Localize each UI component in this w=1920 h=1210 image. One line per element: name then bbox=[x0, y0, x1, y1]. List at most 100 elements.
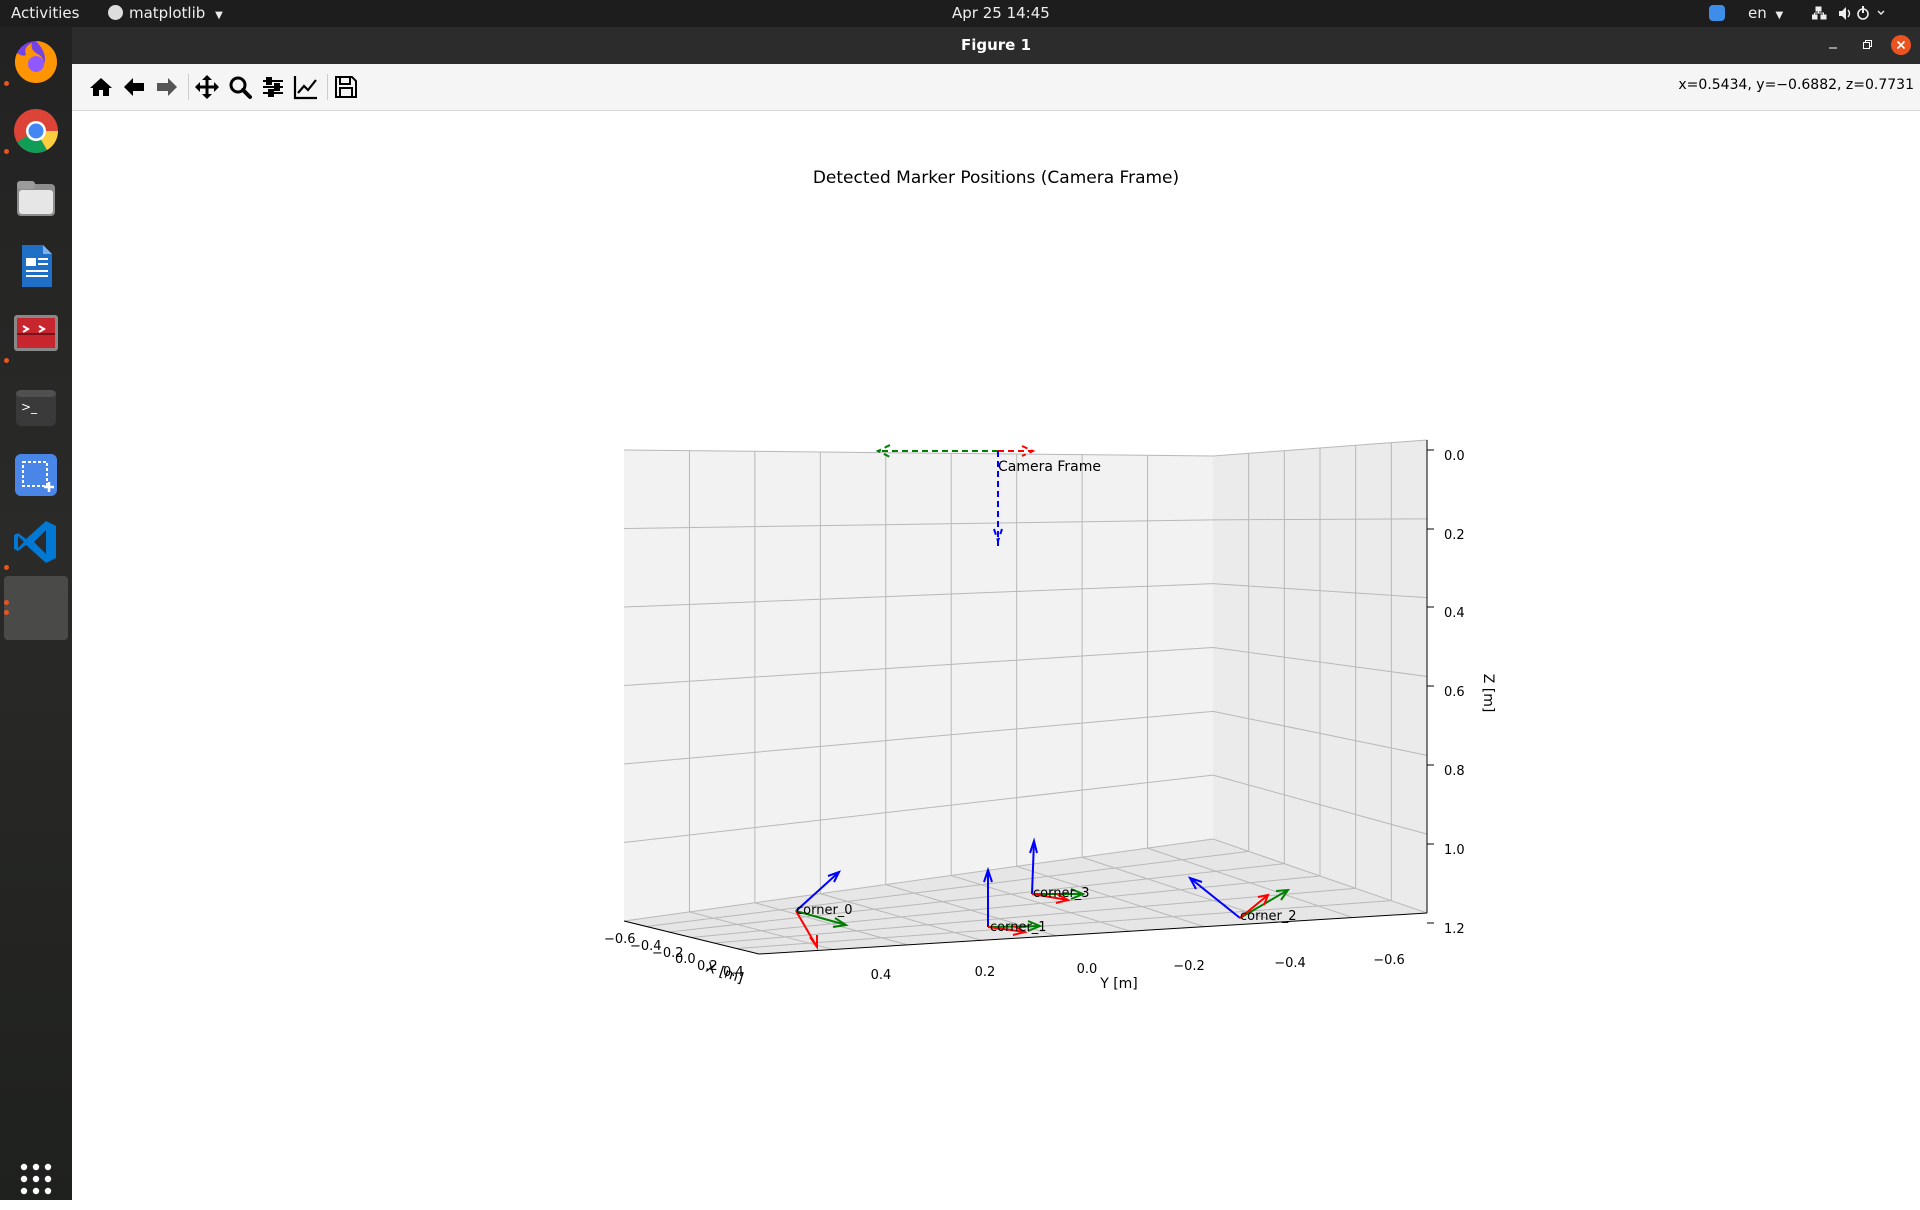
dock: >_ bbox=[0, 27, 72, 1200]
apps-grid-icon[interactable] bbox=[9, 1152, 63, 1206]
configure-subplots-icon[interactable] bbox=[258, 72, 288, 102]
remote-viewer-icon[interactable] bbox=[9, 306, 63, 360]
vscode-icon[interactable] bbox=[9, 515, 63, 569]
x-gridline bbox=[691, 875, 1321, 938]
files-icon[interactable] bbox=[9, 172, 63, 226]
y-tick-label: 0.2 bbox=[975, 965, 996, 980]
edit-axis-icon[interactable] bbox=[291, 72, 321, 102]
z-gridline bbox=[623, 449, 1214, 457]
x-tick-label: −0.4 bbox=[630, 939, 662, 954]
cursor-coordinates: x=0.5434, y=−0.6882, z=0.7731 bbox=[1678, 77, 1914, 93]
y-tick-label: 0.4 bbox=[871, 968, 892, 983]
top-bar: Activities matplotlib ▼ Apr 25 14:45 en … bbox=[0, 0, 1920, 27]
x-tick-label: 0.0 bbox=[675, 952, 696, 967]
corner-0-y-arrow bbox=[795, 910, 847, 926]
frame-label: corner_1 bbox=[990, 920, 1047, 935]
corner-0-frame: corner_0 bbox=[795, 870, 853, 951]
camera-frame-x-arrow bbox=[998, 445, 1036, 457]
x-gridline bbox=[646, 850, 1249, 927]
frame-label: corner_0 bbox=[796, 903, 853, 918]
x-axis-label: X [m] bbox=[704, 960, 746, 987]
corner-2-z-arrow bbox=[1189, 877, 1241, 919]
maximize-icon[interactable] bbox=[1858, 36, 1876, 54]
terminal-icon[interactable]: >_ bbox=[9, 381, 63, 435]
x-tick-label: 0.4 bbox=[723, 965, 744, 980]
z-gridline bbox=[623, 710, 1214, 765]
app-menu-label: matplotlib bbox=[129, 4, 206, 22]
corner-1-x-arrow bbox=[987, 926, 1026, 933]
z-gridline bbox=[623, 519, 1214, 529]
y-tick-label: −0.4 bbox=[1274, 956, 1306, 971]
window-titlebar[interactable]: Figure 1 bbox=[72, 27, 1920, 64]
app-menu[interactable]: matplotlib ▼ bbox=[108, 0, 223, 27]
z-tick-label: 0.0 bbox=[1444, 449, 1465, 464]
chrome-icon[interactable] bbox=[9, 104, 63, 158]
axis-lines bbox=[623, 440, 1428, 955]
screenshot-icon[interactable] bbox=[9, 448, 63, 502]
corner-1-frame: corner_1 bbox=[983, 866, 1047, 936]
system-tray[interactable] bbox=[1811, 0, 1902, 27]
language-selector[interactable]: en ▼ bbox=[1748, 0, 1783, 27]
language-label: en bbox=[1748, 4, 1767, 22]
frame-label: corner_3 bbox=[1033, 886, 1090, 901]
corner-3-x-arrow bbox=[1031, 893, 1069, 901]
corner-3-z-arrow bbox=[1031, 840, 1035, 895]
frame-label: Camera Frame bbox=[998, 459, 1101, 475]
axes-3d: 0.0 0.2 0.4 0.6 0.8 1.0 1.2 Z [m] 0.4 0.… bbox=[604, 439, 1496, 992]
y-axis-ticks: 0.4 0.2 0.0 −0.2 −0.4 −0.6 bbox=[871, 953, 1405, 983]
activities-button[interactable]: Activities bbox=[11, 4, 80, 22]
z-axis-label: Z [m] bbox=[1480, 674, 1496, 713]
firefox-icon[interactable] bbox=[9, 35, 63, 89]
corner-2-x-arrow bbox=[1239, 894, 1269, 919]
close-icon[interactable] bbox=[1891, 35, 1911, 55]
z-gridline bbox=[623, 583, 1214, 608]
z-gridline bbox=[623, 838, 1214, 922]
camera-frame-axes: Camera Frame bbox=[875, 444, 1101, 546]
camera-frame-z-arrow bbox=[993, 451, 1003, 546]
camera-frame-y-arrow bbox=[875, 444, 998, 458]
z-tick-label: 0.4 bbox=[1444, 606, 1465, 621]
clock[interactable]: Apr 25 14:45 bbox=[952, 4, 1050, 22]
z-tick-label: 0.6 bbox=[1444, 685, 1465, 700]
x-axis-ticks: −0.6 −0.4 −0.2 0.0 0.2 0.4 bbox=[604, 932, 744, 980]
libreoffice-writer-icon[interactable] bbox=[9, 239, 63, 293]
matplotlib-icon bbox=[108, 5, 123, 20]
forward-icon[interactable] bbox=[152, 72, 182, 102]
back-pane bbox=[624, 450, 1213, 921]
home-icon[interactable] bbox=[86, 72, 116, 102]
chart-title: Detected Marker Positions (Camera Frame) bbox=[813, 168, 1179, 188]
system-status-icons bbox=[1811, 6, 1885, 20]
figure-window: Figure 1 bbox=[72, 27, 1920, 1200]
corner-2-frame: corner_2 bbox=[1187, 876, 1297, 924]
x-tick-label: −0.6 bbox=[604, 932, 636, 947]
svg-text:>_: >_ bbox=[21, 400, 38, 414]
z-gridline bbox=[623, 774, 1214, 843]
x-gridline bbox=[736, 900, 1392, 949]
x-tick-label: 0.2 bbox=[697, 959, 718, 974]
back-icon[interactable] bbox=[119, 72, 149, 102]
z-tick-label: 0.2 bbox=[1444, 528, 1465, 543]
z-tick-label: 1.0 bbox=[1444, 843, 1465, 858]
corner-3-frame: corner_3 bbox=[1029, 837, 1090, 904]
zoom-icon[interactable] bbox=[225, 72, 255, 102]
z-tick-label: 0.8 bbox=[1444, 764, 1465, 779]
x-gridline bbox=[668, 863, 1285, 933]
save-icon[interactable] bbox=[331, 72, 361, 102]
figure-canvas[interactable]: Detected Marker Positions (Camera Frame) bbox=[72, 110, 1920, 1199]
matplotlib-window-icon[interactable] bbox=[4, 576, 68, 640]
y-tick-label: −0.2 bbox=[1173, 959, 1205, 974]
y-tick-label: −0.6 bbox=[1373, 953, 1405, 968]
window-title: Figure 1 bbox=[960, 36, 1032, 54]
x-tick-label: −0.2 bbox=[652, 946, 684, 961]
frame-label: corner_2 bbox=[1240, 909, 1297, 924]
minimize-icon[interactable] bbox=[1824, 36, 1842, 54]
x-gridline bbox=[713, 887, 1356, 944]
chevron-down-icon: ▼ bbox=[1775, 10, 1784, 21]
teamviewer-icon[interactable] bbox=[1709, 5, 1725, 21]
z-gridline bbox=[623, 647, 1214, 686]
corner-0-z-arrow bbox=[795, 871, 840, 912]
navigation-toolbar: x=0.5434, y=−0.6882, z=0.7731 bbox=[72, 64, 1920, 111]
pan-icon[interactable] bbox=[192, 72, 222, 102]
z-tick-label: 1.2 bbox=[1444, 922, 1465, 937]
y-tick-label: 0.0 bbox=[1077, 962, 1098, 977]
